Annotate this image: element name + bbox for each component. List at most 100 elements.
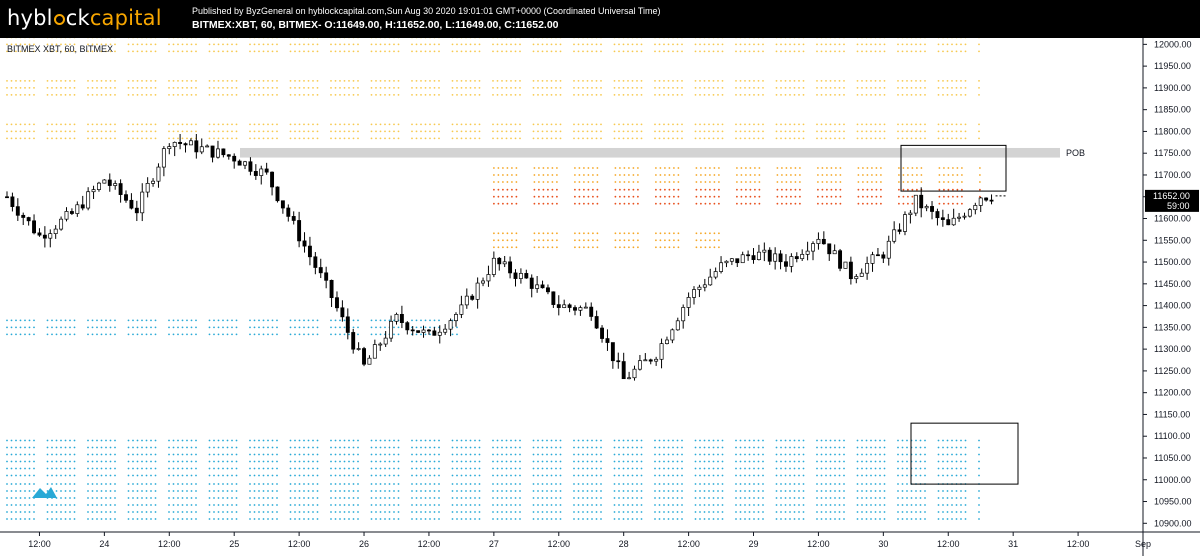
liquidity-dot: [105, 511, 107, 513]
candle-body: [161, 148, 166, 168]
liquidity-dot: [802, 130, 805, 133]
liquidity-dot: [699, 453, 701, 456]
liquidity-dot: [924, 497, 926, 499]
liquidity-dot: [478, 43, 481, 46]
liquidity-dot: [222, 490, 224, 492]
liquidity-dot: [915, 474, 917, 477]
liquidity-dot: [303, 446, 305, 449]
liquidity-dot: [271, 483, 274, 485]
liquidity-dot: [798, 474, 800, 477]
candle-body: [789, 256, 794, 267]
liquidity-dot: [798, 87, 800, 89]
liquidity-dot: [799, 181, 801, 183]
liquidity-dot: [186, 87, 188, 89]
liquidity-dot: [511, 232, 513, 235]
liquidity-dot: [429, 50, 431, 53]
liquidity-dot: [343, 483, 346, 485]
liquidity-dot: [829, 474, 832, 477]
liquidity-dot: [307, 43, 310, 46]
liquidity-dot: [546, 460, 548, 463]
liquidity-dot: [955, 467, 958, 470]
liquidity-dot: [694, 130, 697, 133]
liquidity-dot: [654, 446, 656, 449]
liquidity-dot: [348, 333, 350, 336]
liquidity-dot: [780, 123, 782, 126]
liquidity-dot: [780, 483, 782, 485]
candle-body: [172, 142, 177, 147]
liquidity-dot: [798, 50, 800, 53]
liquidity-dot: [384, 453, 386, 456]
liquidity-dot: [708, 453, 710, 456]
liquidity-dot: [532, 483, 535, 485]
liquidity-dot: [420, 483, 422, 485]
liquidity-dot: [384, 123, 386, 126]
liquidity-dot: [262, 94, 265, 96]
liquidity-dot: [713, 246, 716, 249]
liquidity-dot: [546, 453, 548, 456]
liquidity-dot: [595, 474, 598, 477]
liquidity-dot: [249, 490, 251, 492]
candle-body: [102, 179, 107, 184]
liquidity-dot: [235, 439, 238, 442]
liquidity-dot: [631, 511, 634, 513]
liquidity-dot: [695, 202, 698, 205]
liquidity-dot: [555, 130, 557, 133]
liquidity-dot: [951, 453, 953, 456]
liquidity-dot: [753, 497, 755, 499]
liquidity-dot: [574, 167, 576, 169]
liquidity-dot: [352, 490, 355, 492]
liquidity-dot: [713, 181, 716, 183]
liquidity-dot: [780, 137, 782, 140]
liquidity-dot: [60, 130, 62, 133]
candlestick-chart[interactable]: POB 10900.0010950.0011000.0011050.001110…: [0, 38, 1200, 556]
liquidity-dot: [879, 467, 881, 470]
liquidity-dot: [339, 467, 341, 470]
liquidity-dot: [231, 504, 233, 506]
liquidity-dot: [96, 483, 98, 485]
liquidity-dot: [901, 504, 904, 506]
liquidity-dot: [556, 239, 558, 242]
liquidity-dot: [663, 80, 665, 82]
liquidity-dot: [613, 483, 616, 485]
liquidity-dot: [177, 43, 179, 46]
liquidity-dot: [505, 94, 508, 96]
liquidity-dot: [546, 467, 548, 470]
candle-body: [205, 145, 210, 148]
liquidity-dot: [924, 511, 926, 513]
liquidity-dot: [433, 80, 436, 82]
liquidity-dot: [6, 439, 8, 442]
liquidity-dot: [663, 87, 665, 89]
liquidity-dot: [668, 167, 671, 169]
liquidity-dot: [901, 483, 904, 485]
liquidity-dot: [397, 460, 400, 463]
liquidity-dot: [474, 130, 476, 133]
liquidity-dot: [69, 439, 71, 442]
liquidity-dot: [754, 167, 756, 169]
liquidity-dot: [834, 504, 836, 506]
liquidity-dot: [55, 439, 58, 442]
liquidity-dot: [502, 188, 504, 191]
liquidity-dot: [820, 497, 823, 499]
liquidity-dot: [100, 333, 103, 336]
liquidity-dot: [474, 446, 476, 449]
liquidity-dot: [379, 446, 382, 449]
liquidity-dot: [87, 483, 89, 485]
liquidity-dot: [708, 511, 710, 513]
liquidity-dot: [919, 490, 922, 492]
liquidity-dot: [596, 202, 599, 205]
liquidity-dot: [195, 474, 197, 477]
liquidity-dot: [388, 439, 391, 442]
liquidity-dot: [717, 137, 719, 140]
liquidity-dot: [375, 50, 377, 53]
liquidity-dot: [547, 181, 549, 183]
liquidity-dot: [497, 181, 500, 183]
liquidity-dot: [262, 453, 265, 456]
liquidity-dot: [307, 504, 310, 506]
liquidity-dot: [267, 94, 269, 96]
liquidity-dot: [919, 439, 922, 442]
liquidity-dot: [249, 326, 251, 329]
liquidity-dot: [493, 239, 495, 242]
liquidity-dot: [213, 467, 215, 470]
liquidity-dot: [271, 446, 274, 449]
liquidity-dot: [825, 490, 827, 492]
